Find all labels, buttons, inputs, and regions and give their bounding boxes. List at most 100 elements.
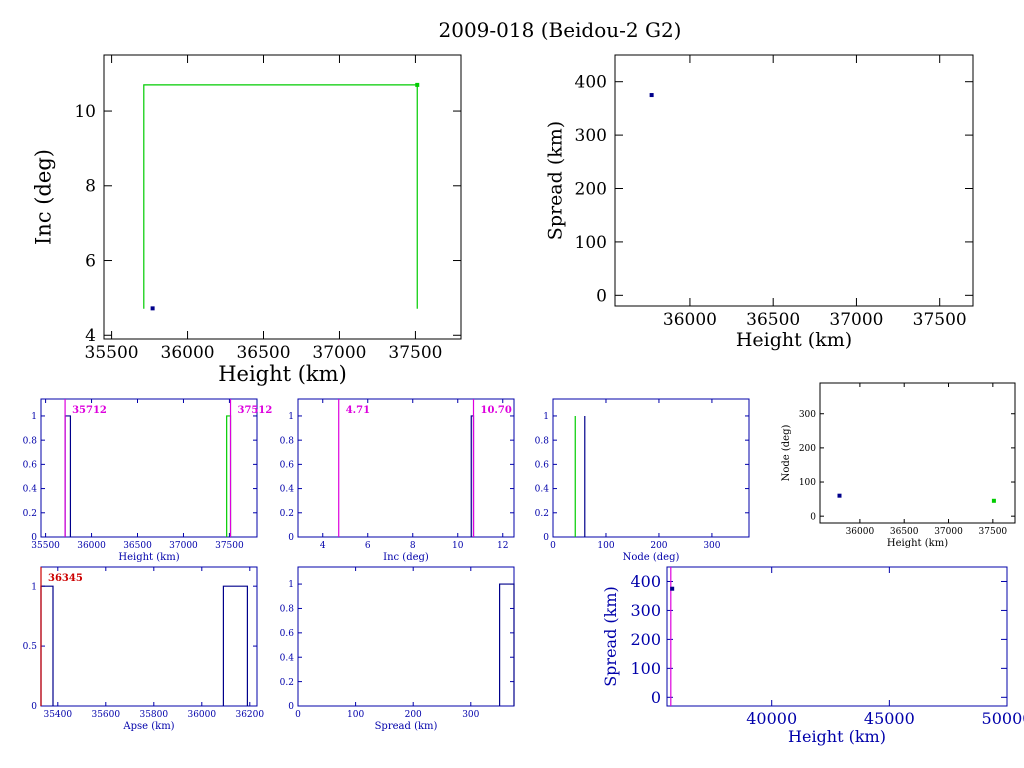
y-tick-label: 0 (288, 533, 294, 543)
plot-frame (297, 566, 515, 707)
plot-frame (666, 566, 1008, 707)
y-tick-label: 0.2 (280, 678, 294, 688)
y-axis-label: Node (deg) (781, 425, 792, 482)
x-tick-label: 4 (320, 541, 326, 551)
x-tick-label: 36000 (187, 710, 216, 720)
x-tick-label: 36000 (161, 343, 215, 363)
series-line (143, 84, 418, 309)
y-tick-label: 6 (85, 251, 96, 271)
x-axis-label: Apse (km) (122, 721, 174, 732)
x-tick-label: 37500 (913, 310, 967, 330)
x-tick-label: 36500 (236, 343, 290, 363)
y-tick-label: 0.4 (280, 485, 295, 495)
panel-inc-vs-height: 35500 36000 36500 37000 37500 4 6 8 10 Height (km… (31, 54, 462, 386)
plot-frame (297, 398, 515, 538)
x-tick-label: 37500 (979, 527, 1008, 537)
x-tick-label: 36500 (123, 541, 152, 551)
x-axis-label: Inc (deg) (383, 552, 429, 563)
x-tick-label: 36500 (746, 310, 800, 330)
y-tick-label: 200 (799, 444, 816, 454)
y-tick-label: 200 (630, 630, 661, 649)
x-axis-label: Height (km) (887, 538, 948, 549)
x-tick-label: 36500 (890, 527, 919, 537)
x-tick-label: 37000 (934, 527, 963, 537)
x-tick-label: 40000 (746, 709, 797, 728)
plot-frame (614, 54, 974, 307)
panel-spread-hist: 0 100 200 300 0 0.2 0.4 0.6 0.8 1 Spread (km) (280, 566, 515, 732)
y-tick-label: 0.4 (280, 653, 295, 663)
histogram-bar (64, 415, 72, 537)
x-axis-label: Node (deg) (623, 552, 680, 563)
x-tick-label: 0 (550, 541, 556, 551)
x-tick-label: 35400 (43, 710, 72, 720)
y-tick-label: 10 (74, 102, 96, 122)
panel-node-vs-height: 36000 36500 37000 37500 0 100 200 300 Height (km… (781, 382, 1016, 549)
x-tick-label: 6 (365, 541, 371, 551)
y-tick-label: 0.4 (23, 485, 38, 495)
y-tick-label: 400 (575, 73, 607, 93)
y-tick-label: 0 (651, 688, 661, 707)
data-point (150, 306, 155, 311)
y-axis-label: Inc (deg) (31, 149, 55, 245)
y-tick-label: 100 (630, 659, 661, 678)
y-tick-label: 0 (596, 286, 607, 306)
data-point (991, 498, 996, 503)
y-tick-label: 0.8 (535, 436, 550, 446)
x-tick-label: 8 (410, 541, 416, 551)
panel-node-hist: 0 100 200 300 0 0.2 0.4 0.6 0.8 1 Node (deg) (535, 398, 750, 563)
x-tick-label: 37000 (169, 541, 198, 551)
panel-spread-vs-height: 36000 36500 37000 37500 0 100 200 300 400 Height … (544, 54, 974, 351)
marker-label: 10.70 (481, 405, 512, 416)
y-axis-label: Spread (km) (601, 586, 620, 687)
y-tick-label: 100 (799, 478, 816, 488)
y-axis-label: Spread (km) (544, 121, 566, 240)
y-tick-label: 0 (288, 702, 294, 712)
y-tick-label: 100 (575, 233, 607, 253)
y-tick-label: 0.5 (23, 642, 38, 652)
x-axis-label: Height (km) (736, 329, 852, 351)
x-tick-label: 300 (462, 710, 479, 720)
y-tick-label: 0.2 (535, 509, 549, 519)
x-tick-label: 12 (497, 541, 508, 551)
x-tick-label: 37500 (215, 541, 244, 551)
y-tick-label: 0.8 (280, 436, 295, 446)
y-tick-label: 1 (31, 582, 37, 592)
y-tick-label: 0.4 (535, 485, 550, 495)
y-tick-label: 1 (31, 412, 37, 422)
x-tick-label: 36000 (77, 541, 106, 551)
data-point (415, 82, 420, 87)
x-tick-label: 100 (597, 541, 614, 551)
x-tick-label: 35600 (91, 710, 120, 720)
x-tick-label: 37000 (829, 310, 883, 330)
y-tick-label: 0.6 (535, 461, 550, 471)
marker-label: 36345 (48, 573, 83, 584)
y-tick-label: 400 (630, 572, 661, 591)
x-tick-label: 35800 (139, 710, 168, 720)
y-tick-label: 300 (575, 126, 607, 146)
data-point (670, 586, 675, 591)
x-axis-label: Height (km) (218, 362, 347, 386)
x-tick-label: 36000 (846, 527, 875, 537)
y-tick-label: 0.2 (280, 509, 294, 519)
y-tick-label: 1 (543, 412, 549, 422)
y-tick-label: 200 (575, 179, 607, 199)
plot-frame (103, 54, 462, 340)
histogram-bar (222, 585, 248, 706)
x-tick-label: 200 (405, 710, 422, 720)
y-tick-label: 0 (31, 702, 37, 712)
y-tick-label: 0 (810, 512, 816, 522)
x-axis-label: Height (km) (788, 727, 886, 746)
plot-frame (40, 566, 258, 707)
y-tick-label: 1 (288, 580, 294, 590)
x-tick-label: 200 (650, 541, 667, 551)
y-tick-label: 0.6 (280, 461, 295, 471)
x-tick-label: 35500 (85, 343, 139, 363)
plot-frame (40, 398, 258, 538)
x-tick-label: 36000 (663, 310, 717, 330)
marker-label: 37512 (238, 405, 273, 416)
y-tick-label: 300 (630, 601, 661, 620)
y-tick-label: 0.6 (280, 629, 295, 639)
